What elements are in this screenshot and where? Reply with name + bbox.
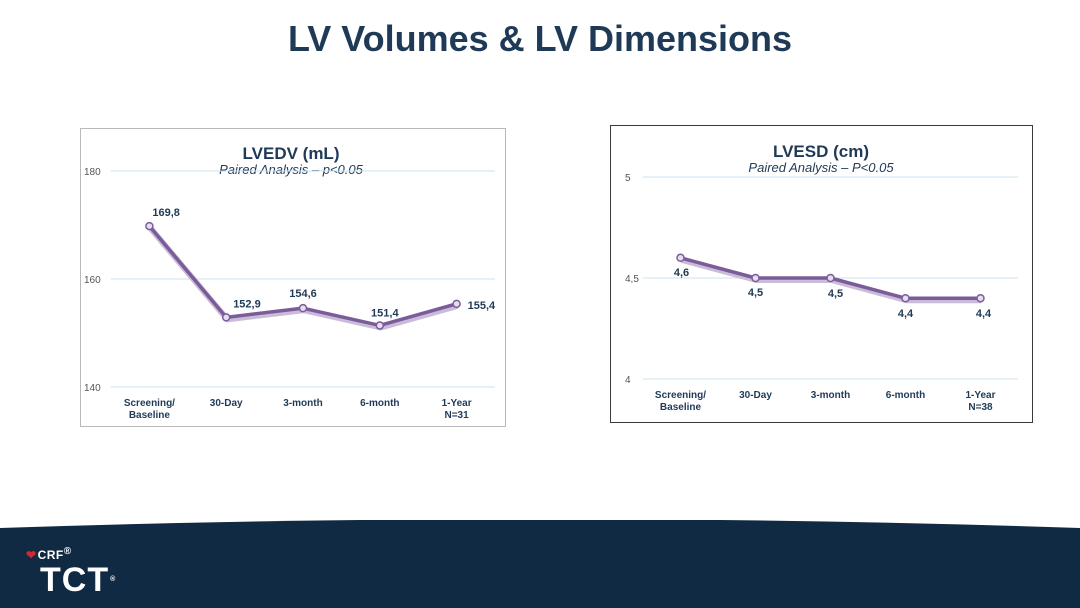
- footer-band: [0, 520, 1080, 608]
- data-point: [676, 253, 685, 263]
- chart-subtitle: Paired Analysis – p<0.05: [219, 162, 363, 177]
- data-point: [901, 293, 910, 303]
- y-tick-label: 4,5: [625, 274, 639, 285]
- x-tick-label: 1-Year N=38: [965, 390, 995, 413]
- lvesd-chart-svg: LVESD (cm)Paired Analysis – P<0.05 4 4,5 5 S…: [625, 142, 1018, 413]
- x-tick-label: 30-Day: [210, 398, 243, 409]
- chart-title: LVEDV (mL): [243, 144, 340, 163]
- lvedv-chart-svg: LVEDV (mL)Paired Analysis – p<0.05 140 160…: [84, 144, 496, 421]
- x-tick-label: 30-Day: [739, 390, 772, 401]
- data-point: [976, 293, 985, 303]
- data-point: [452, 299, 461, 309]
- data-label: 4,4: [976, 308, 992, 320]
- data-label: 151,4: [371, 307, 399, 319]
- lvesd-chart: LVESD (cm) Paired Analysis – P<0.05 4 4,5 5 S…: [610, 125, 1033, 423]
- crf-logo: ❤CRF®: [26, 546, 72, 562]
- data-label: 4,5: [748, 287, 763, 299]
- data-point: [826, 273, 835, 283]
- x-tick-label: Screening/Baseline: [124, 398, 175, 421]
- data-label: 152,9: [233, 298, 261, 310]
- slide-title: LV Volumes & LV Dimensions: [287, 18, 793, 59]
- x-tick-label: 6-month: [360, 398, 399, 409]
- data-point: [221, 313, 231, 322]
- lvedv-chart: LVEDV (mL) Paired Analysis – p<0.05 140 160…: [80, 128, 506, 427]
- data-point: [751, 273, 760, 283]
- chart-title: LVESD (cm): [773, 142, 869, 161]
- tct-logo-text: TCT: [40, 561, 110, 599]
- data-label: 4,6: [674, 267, 689, 279]
- y-tick-label: 140: [84, 383, 101, 394]
- x-tick-label: 3-month: [811, 390, 850, 401]
- x-tick-label: 1-Year N=31: [442, 398, 472, 421]
- tct-logo: TCT®: [40, 562, 116, 598]
- crf-logo-text: CRF: [37, 548, 64, 562]
- y-tick-label: 160: [84, 275, 101, 286]
- crf-logo-mark: ®: [63, 546, 72, 557]
- data-point: [298, 303, 308, 313]
- y-tick-label: 180: [84, 167, 101, 178]
- y-tick-label: 4: [625, 375, 631, 386]
- heart-icon: ❤: [26, 548, 37, 562]
- tct-logo-mark: ®: [110, 576, 117, 583]
- data-label: 4,5: [828, 288, 843, 300]
- data-label: 155,4: [468, 300, 496, 312]
- data-point: [145, 221, 154, 231]
- x-tick-label: 3-month: [283, 398, 322, 409]
- data-label: 169,8: [152, 207, 180, 219]
- x-tick-label: 6-month: [886, 390, 925, 401]
- x-tick-label: Screening/Baseline: [655, 390, 706, 413]
- data-label: 4,4: [898, 308, 914, 320]
- y-tick-label: 5: [625, 173, 631, 184]
- data-label: 154,6: [289, 288, 317, 300]
- series-line-shadow: [148, 226, 459, 331]
- data-point: [375, 321, 385, 330]
- chart-subtitle: Paired Analysis – P<0.05: [748, 160, 894, 175]
